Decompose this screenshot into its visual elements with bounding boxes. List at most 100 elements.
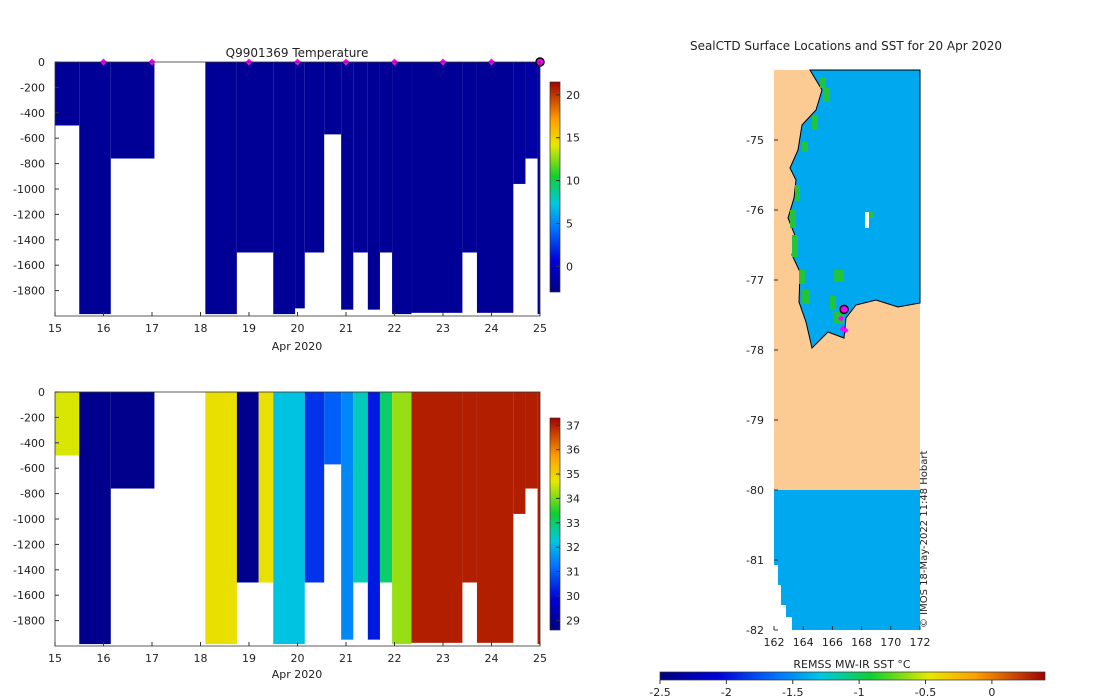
- temperature-xtick-label-9: 24: [485, 322, 499, 335]
- salinity-ytick-label-6: -1200: [13, 538, 45, 551]
- map-ytick-label-4: -79: [746, 414, 764, 427]
- salinity-profile-5: [258, 392, 274, 583]
- temperature-ytick-label-4: -800: [20, 158, 45, 171]
- temperature-profile-16: [462, 62, 477, 253]
- sst-colorbar-label: REMSS MW-IR SST °C: [793, 658, 911, 671]
- salinity-xtick-label-5: 20: [291, 652, 305, 665]
- salinity-xtick-label-6: 21: [339, 652, 353, 665]
- map-xtick-label-5: 172: [910, 636, 931, 649]
- temperature-xtick-label-7: 22: [388, 322, 402, 335]
- temperature-cb-label-1: 5: [566, 217, 573, 230]
- salinity-xtick-label-9: 24: [485, 652, 499, 665]
- temperature-profile-5: [273, 62, 296, 315]
- temperature-cb-label-2: 10: [566, 175, 580, 188]
- map-ytick-label-3: -78: [746, 344, 764, 357]
- seal-position-1: [838, 315, 845, 322]
- salinity-cb-label-7: 36: [566, 444, 580, 457]
- temperature-profile-2: [110, 62, 155, 159]
- salinity-cb-label-1: 30: [566, 590, 580, 603]
- map-ytick-label-5: -80: [746, 484, 764, 497]
- temperature-colorbar-ticks: 0 5 10 15 20: [556, 89, 580, 273]
- sst-cb-label-4: -0.5: [915, 686, 936, 699]
- salinity-profile-8: [324, 392, 342, 465]
- salinity-xtick-label-7: 22: [388, 652, 402, 665]
- temperature-cb-label-0: 0: [566, 260, 573, 273]
- salinity-profile-7: [304, 392, 325, 583]
- temperature-profile-13: [392, 62, 412, 315]
- salinity-cb-label-0: 29: [566, 614, 580, 627]
- map-ocean-south: [774, 490, 920, 630]
- temperature-profile-0: [55, 62, 80, 126]
- seal-latest-position: [839, 304, 849, 315]
- salinity-cb-label-8: 37: [566, 419, 580, 432]
- temperature-ytick-label-2: -400: [20, 107, 45, 120]
- salinity-cb-label-3: 32: [566, 541, 580, 554]
- temperature-profile-6: [295, 62, 305, 309]
- salinity-colorbar-ticks: 29 30 31 32 33 34 35 36 37: [556, 419, 580, 627]
- temperature-profile-17: [476, 62, 514, 313]
- temperature-profile-15: [443, 62, 463, 313]
- temperature-xtick-label-0: 15: [48, 322, 62, 335]
- salinity-profile-9: [341, 392, 354, 640]
- temperature-axes: 15 16 17 18 19 20 21 22 23 24 25 0 -200 -400 -600 -800 -…: [13, 56, 547, 335]
- salinity-profile-12: [379, 392, 393, 583]
- temperature-cb-label-4: 20: [566, 89, 580, 102]
- temperature-xtick-label-8: 23: [436, 322, 450, 335]
- temperature-xlabel: Apr 2020: [272, 340, 323, 353]
- map-xtick-label-3: 168: [851, 636, 872, 649]
- sst-cb-label-1: -2: [721, 686, 732, 699]
- salinity-cb-label-5: 34: [566, 492, 580, 505]
- map-credit: © IMOS 18-May-2022 11:48 Hobart: [919, 451, 930, 628]
- salinity-xtick-label-10: 25: [533, 652, 547, 665]
- temperature-profile-20: [537, 62, 540, 315]
- map-title: SealCTD Surface Locations and SST for 20…: [690, 39, 1002, 53]
- sst-cb-label-0: -2.5: [649, 686, 670, 699]
- salinity-profile-1: [79, 392, 111, 645]
- salinity-ytick-label-3: -600: [20, 462, 45, 475]
- map-xtick-label-4: 170: [880, 636, 901, 649]
- salinity-cells: [55, 392, 540, 645]
- sst-colorbar: [659, 671, 1046, 681]
- map-xtick-label-1: 164: [793, 636, 814, 649]
- map-ytick-label-2: -77: [746, 274, 764, 287]
- salinity-cb-label-6: 35: [566, 468, 580, 481]
- temperature-xtick-label-1: 16: [97, 322, 111, 335]
- map-axes: 162 164 166 168 170 172 -75 -76 -77 -78 -79 -80 -81 -…: [746, 134, 930, 649]
- temperature-ytick-label-9: -1800: [13, 285, 45, 298]
- temperature-profile-18: [513, 62, 526, 184]
- salinity-xtick-label-3: 18: [194, 652, 208, 665]
- salinity-profile-16: [462, 392, 477, 583]
- salinity-xtick-label-1: 16: [97, 652, 111, 665]
- salinity-profile-17: [476, 392, 514, 643]
- temperature-ytick-label-8: -1600: [13, 259, 45, 272]
- temperature-cells: [55, 62, 540, 315]
- temperature-colorbar: [549, 81, 561, 293]
- sst-cb-label-3: -1: [854, 686, 865, 699]
- salinity-ytick-label-2: -400: [20, 437, 45, 450]
- salinity-xtick-label-0: 15: [48, 652, 62, 665]
- temperature-xtick-label-5: 20: [291, 322, 305, 335]
- temperature-profile-10: [353, 62, 368, 253]
- map-ytick-label-0: -75: [746, 134, 764, 147]
- map-ocean-south-edge: [774, 565, 792, 630]
- temperature-cb-label-3: 15: [566, 132, 580, 145]
- salinity-xtick-label-8: 23: [436, 652, 450, 665]
- salinity-profile-20: [537, 392, 540, 645]
- salinity-ytick-label-4: -800: [20, 488, 45, 501]
- temperature-xtick-label-4: 19: [242, 322, 256, 335]
- temperature-profile-8: [324, 62, 342, 135]
- salinity-profile-6: [273, 392, 305, 645]
- map-ytick-label-7: -82: [746, 624, 764, 637]
- salinity-ytick-label-9: -1800: [13, 615, 45, 628]
- temperature-profile-14: [411, 62, 443, 313]
- temperature-panel: Q9901369 Temperature 15 16 17 18 19 20 21 22 23 2…: [13, 46, 580, 353]
- salinity-xtick-label-2: 17: [145, 652, 159, 665]
- temperature-xtick-label-6: 21: [339, 322, 353, 335]
- temperature-profile-9: [341, 62, 354, 310]
- sst-map-panel: SealCTD Surface Locations and SST for 20…: [649, 39, 1046, 699]
- map-ytick-label-6: -81: [746, 554, 764, 567]
- salinity-profile-2: [110, 392, 155, 489]
- temperature-ytick-label-0: 0: [38, 56, 45, 69]
- salinity-colorbar: [549, 417, 561, 631]
